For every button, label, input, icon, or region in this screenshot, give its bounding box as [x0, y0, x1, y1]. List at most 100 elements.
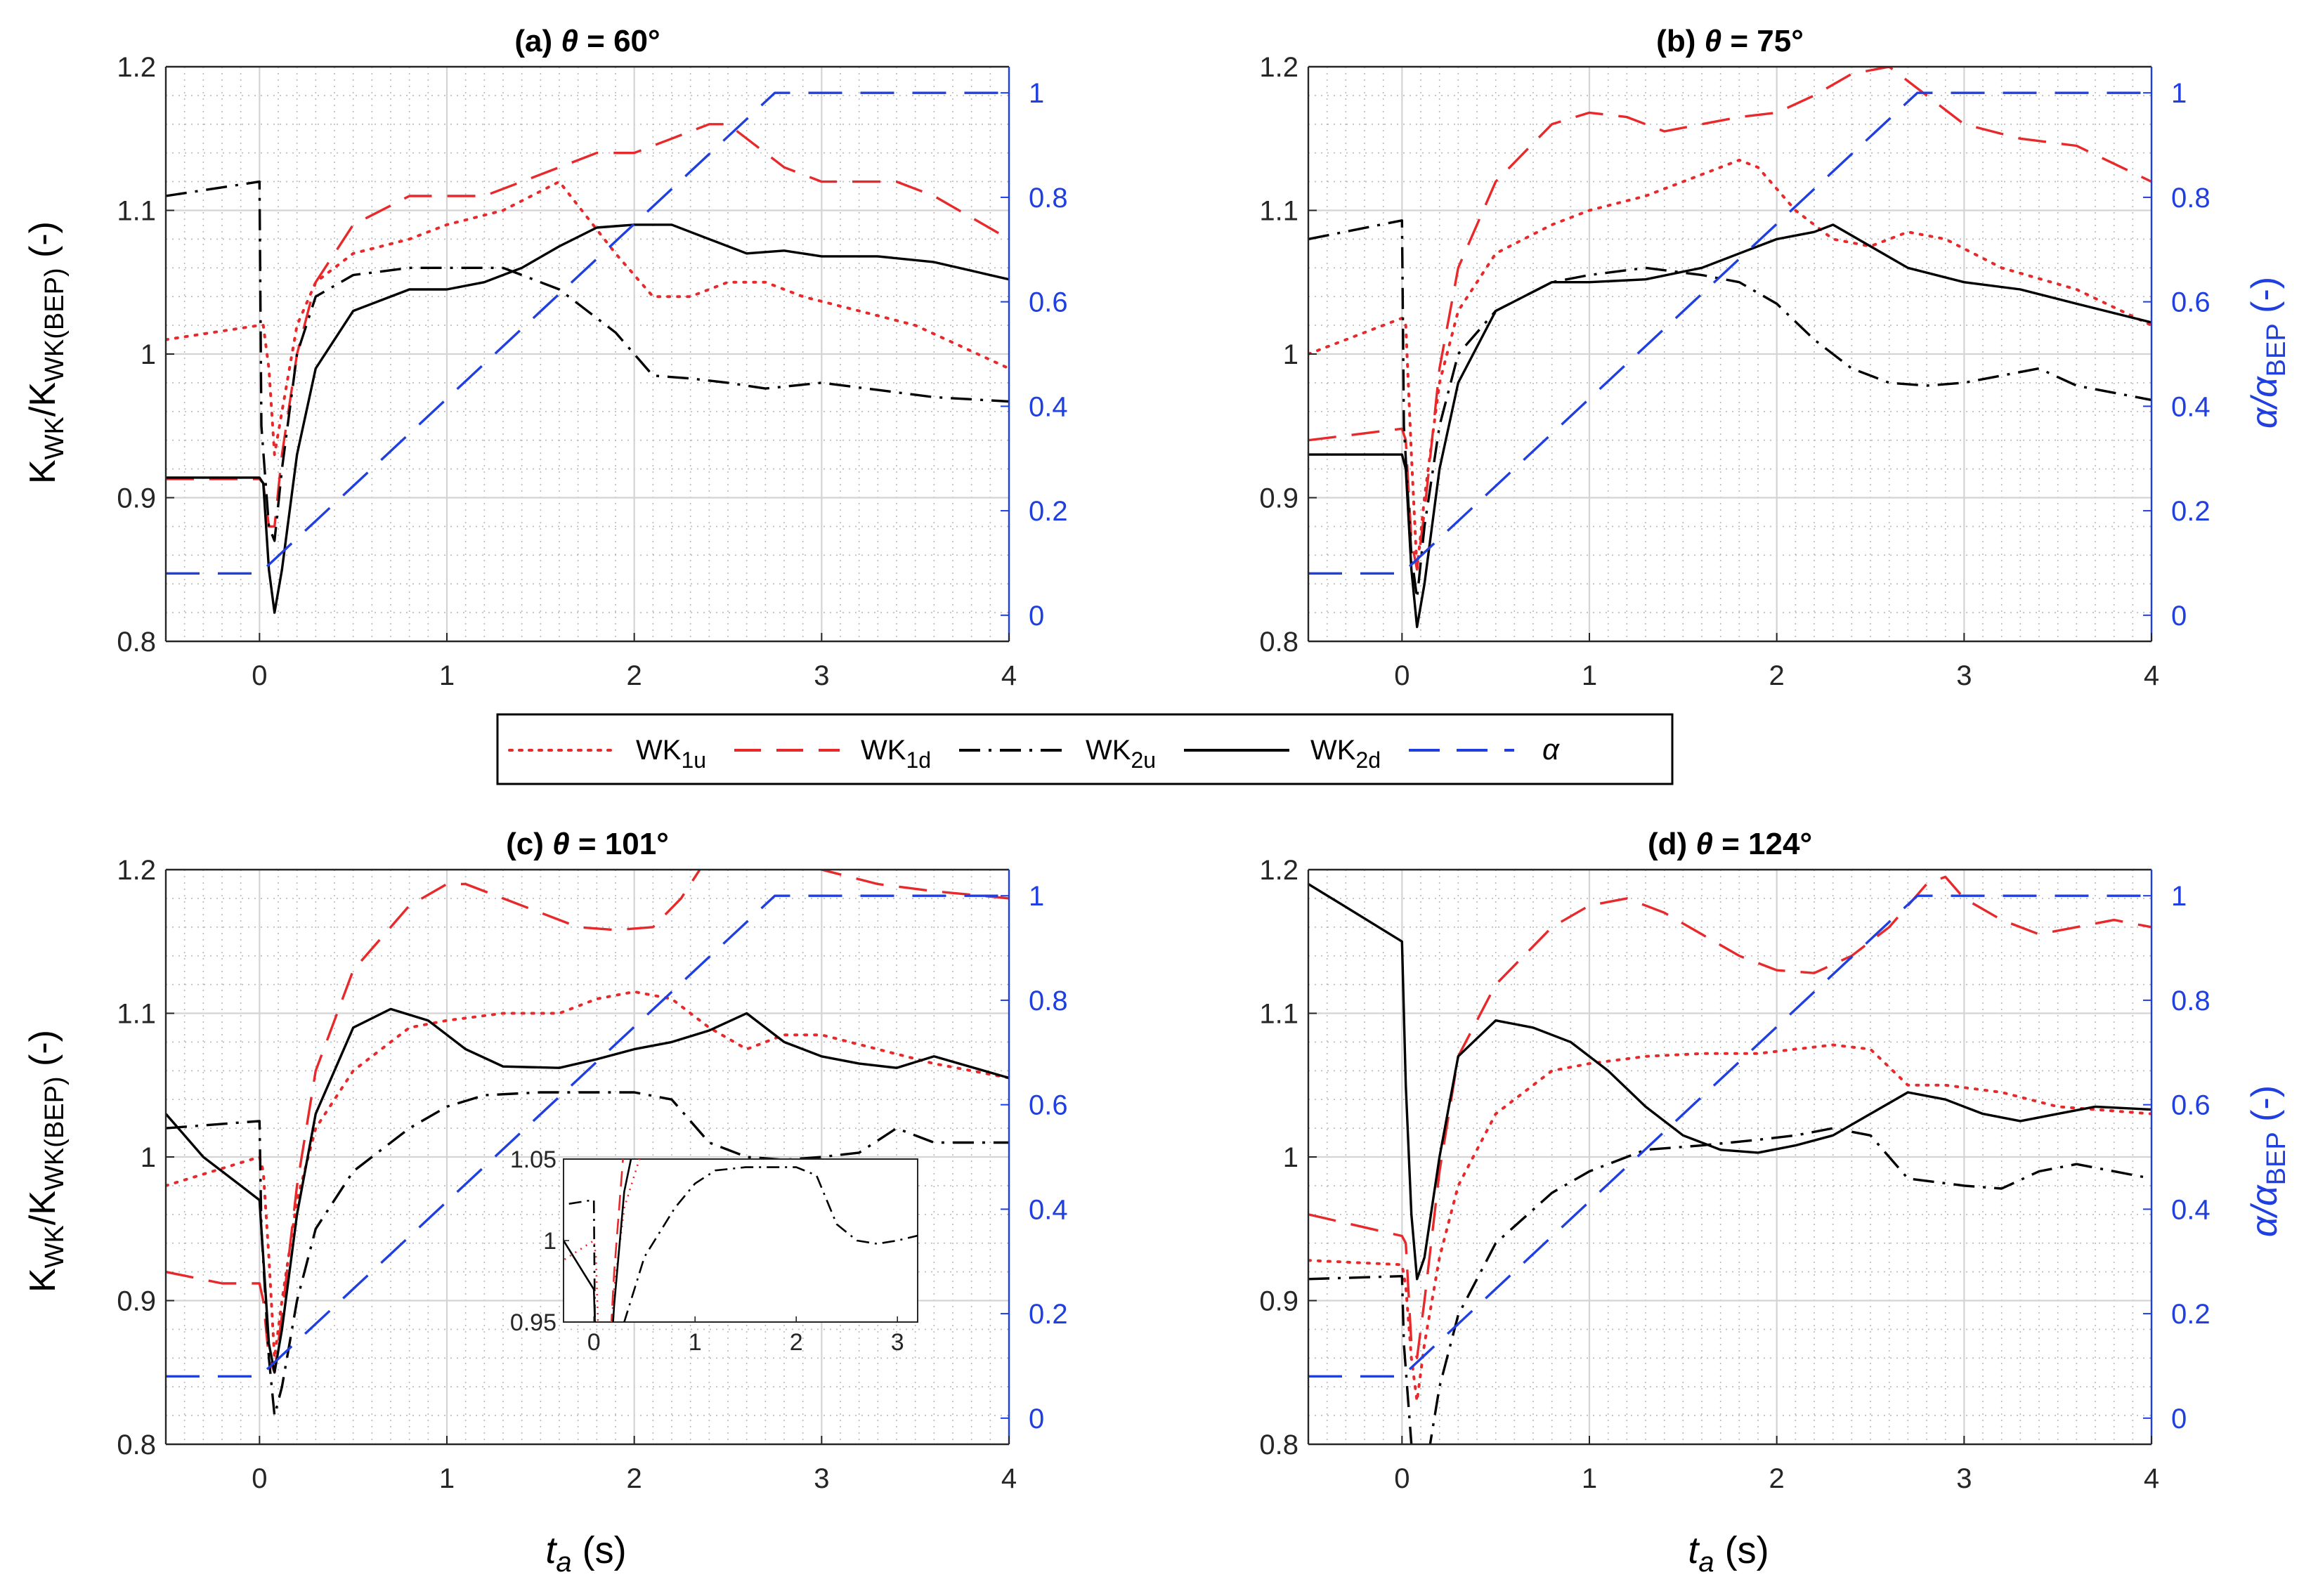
series-line-wk1u: [1308, 158, 2151, 571]
inset-x-tick-label: 0: [587, 1329, 601, 1356]
series-group: [1308, 67, 2151, 629]
panel-title-value: = 101°: [570, 827, 669, 861]
x-tick-label: 3: [1956, 1463, 1972, 1494]
panel-title-prefix: (a): [514, 24, 561, 58]
series-line-wk1d: [166, 123, 1009, 528]
x-tick-label: 1: [439, 1463, 455, 1494]
x-tick-label: 2: [627, 660, 642, 691]
legend-item-alpha: α: [1409, 733, 1560, 766]
y-tick-label: 0.8: [117, 1430, 156, 1460]
inset-x-tick-label: 2: [790, 1329, 803, 1356]
x-tick-label: 0: [1394, 1463, 1410, 1494]
panel-title-var: θ: [561, 24, 578, 58]
y2-tick-label: 0.4: [2171, 391, 2211, 422]
svg-text:KWK/KWK(BEP) (-): KWK/KWK(BEP) (-): [22, 1030, 70, 1293]
x-tick-label: 4: [2144, 660, 2159, 691]
y-tick-label: 1: [1283, 339, 1298, 370]
y2-tick-label: 0.4: [2171, 1194, 2211, 1225]
panel-title-var: θ: [552, 827, 570, 861]
y2-tick-label: 0.2: [2171, 496, 2211, 527]
y-tick-label: 1.2: [117, 52, 156, 83]
ylabel-sub1: WK: [40, 1225, 70, 1268]
y-tick-label: 1.2: [1259, 855, 1298, 886]
xlabel-t: t: [1688, 1529, 1700, 1571]
y2-tick-label: 0.2: [1029, 1299, 1068, 1330]
panel-title-prefix: (d): [1648, 827, 1695, 861]
series-line-wk1u: [166, 990, 1009, 1360]
y-tick-label: 1: [141, 339, 156, 370]
x-tick-label: 2: [627, 1463, 642, 1494]
series-line-wk2d: [166, 1007, 1009, 1374]
svg-text:WK2u: WK2u: [1086, 735, 1156, 773]
xlabel-t: t: [545, 1529, 557, 1571]
series-line-alpha: [166, 894, 1009, 1378]
legend-sub-wk2d: 2d: [1355, 747, 1381, 773]
y2-tick-label: 1: [2171, 881, 2187, 912]
x-tick-label: 0: [252, 660, 267, 691]
panel-title-prefix: (c): [506, 827, 552, 861]
y-tick-label: 1.2: [1259, 52, 1298, 83]
inset-series-line-wk2u: [564, 1166, 918, 1322]
legend-sub-wk1u: 1u: [681, 747, 706, 773]
y2-tick-label: 0.2: [1029, 496, 1068, 527]
ylabel-sub2: WK(BEP): [40, 1076, 70, 1191]
x-tick-label: 0: [1394, 660, 1410, 691]
panel-title: (c) θ = 101°: [506, 827, 669, 861]
series-line-alpha: [1308, 894, 2151, 1378]
svg-text:WK1d: WK1d: [861, 735, 931, 773]
ylabel-sub1: WK: [40, 417, 70, 459]
series-group: [166, 91, 1009, 614]
panel-title: (a) θ = 60°: [514, 24, 660, 58]
legend-label-wk1d: WK: [861, 735, 906, 766]
ylabel-k: K: [22, 459, 63, 484]
panel-title-var: θ: [1705, 24, 1722, 58]
svg-text:KWK/KWK(BEP) (-): KWK/KWK(BEP) (-): [22, 221, 70, 484]
ylabel-sub2: WK(BEP): [40, 268, 70, 382]
panels: 0 1 2 3 4 0.8 0.9 1 1.1 1.2 0 0.2 0.4 0.6 0.8 1 (a) θ = …: [117, 24, 2211, 1494]
xlabel-sub: a: [1698, 1547, 1714, 1578]
x-tick-label: 1: [439, 660, 455, 691]
inset-x-tick-label: 3: [891, 1329, 904, 1356]
series-line-wk2u: [166, 180, 1009, 542]
inset: 0 1 2 3 0.95 1 1.05: [510, 1146, 918, 1356]
y2label-sub: BEP: [2262, 323, 2291, 377]
y2-tick-label: 1: [1029, 881, 1044, 912]
y2-tick-label: 0.2: [2171, 1299, 2211, 1330]
y-tick-label: 0.8: [117, 627, 156, 658]
x-tick-label: 4: [1001, 660, 1017, 691]
y2-tick-label: 0.6: [2171, 1090, 2211, 1121]
svg-text:α/αBEP (-): α/αBEP (-): [2244, 277, 2291, 429]
series-line-wk2d: [1308, 223, 2151, 629]
inset-y-tick-label: 0.95: [510, 1309, 556, 1336]
x-tick-label: 3: [814, 1463, 829, 1494]
y-tick-label: 0.8: [1259, 627, 1298, 658]
x-tick-label: 4: [1001, 1463, 1017, 1494]
panel-a: 0 1 2 3 4 0.8 0.9 1 1.1 1.2 0 0.2 0.4 0.6 0.8 1 (a) θ = …: [117, 24, 1067, 691]
y-tick-label: 1.1: [1259, 999, 1298, 1030]
x-tick-label: 1: [1582, 1463, 1597, 1494]
y2-tick-label: 0.4: [1029, 391, 1068, 422]
ylabel-sep: /K: [22, 382, 63, 417]
panel-b: 0 1 2 3 4 0.8 0.9 1 1.1 1.2 0 0.2 0.4 0.6 0.8 1 (b) θ = …: [1259, 24, 2210, 691]
y2-tick-label: 0.6: [2171, 287, 2211, 318]
y-tick-label: 1.2: [117, 855, 156, 886]
y2-tick-label: 0.8: [1029, 986, 1068, 1016]
y-tick-label: 0.9: [117, 483, 156, 514]
legend-sub-wk1d: 1d: [906, 747, 931, 773]
y2-tick-label: 0: [2171, 601, 2187, 632]
y2label-sub: BEP: [2262, 1132, 2291, 1185]
y-tick-label: 0.9: [117, 1286, 156, 1317]
legend-label-wk2u: WK: [1086, 735, 1131, 766]
svg-text:α/αBEP (-): α/αBEP (-): [2244, 1085, 2291, 1237]
y2-tick-label: 0.6: [1029, 1090, 1068, 1121]
y2label-alpha: α/α: [2244, 1184, 2285, 1237]
y2label-unit: (-): [2244, 1085, 2285, 1132]
x-axis-label-left: ta (s): [545, 1529, 626, 1578]
legend-label-alpha: α: [1542, 733, 1560, 766]
legend-item-wk1d: WK1d: [734, 735, 931, 773]
series-line-wk1d: [1308, 875, 2151, 1360]
x-tick-label: 3: [814, 660, 829, 691]
series-line-wk2u: [1308, 219, 2151, 600]
